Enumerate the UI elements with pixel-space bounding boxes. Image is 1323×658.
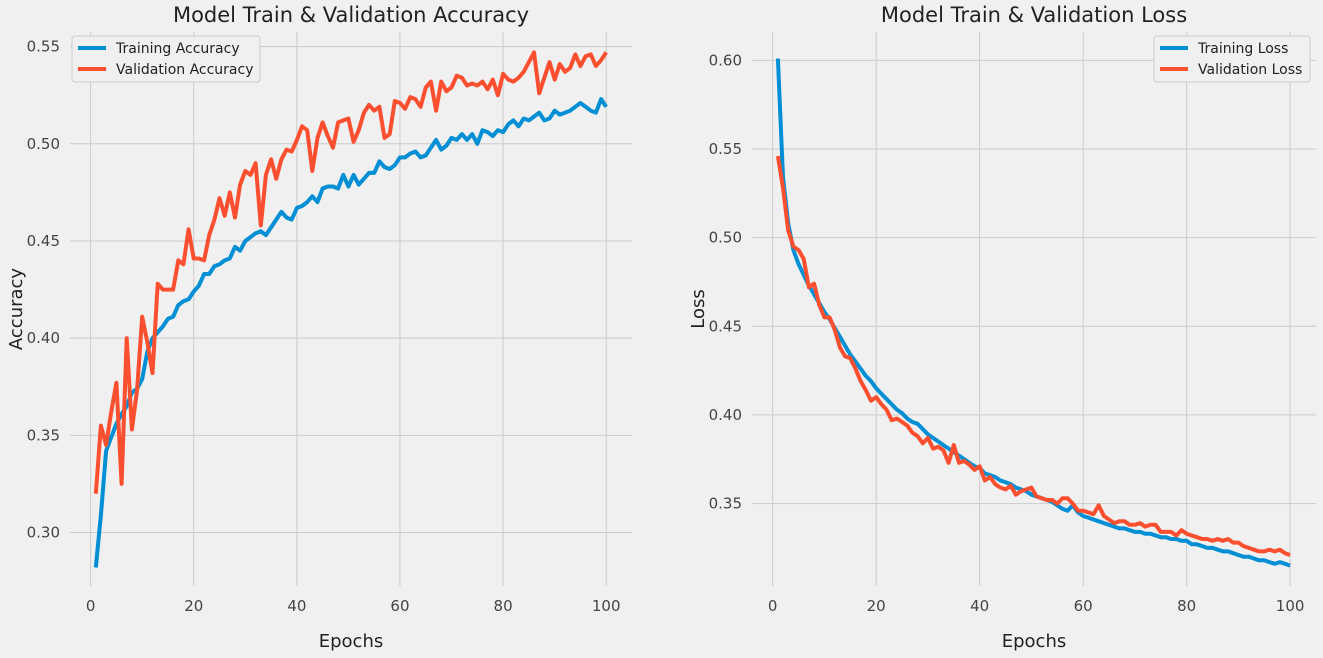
x-tick-label: 0 (768, 597, 778, 615)
y-tick-label: 0.60 (709, 51, 742, 69)
y-tick-label: 0.35 (27, 426, 60, 444)
x-tick-label: 40 (970, 597, 989, 615)
x-axis-label: Epochs (319, 631, 384, 652)
y-tick-label: 0.30 (27, 524, 60, 542)
legend: Training Loss Validation Loss (1153, 35, 1311, 83)
plot-area (752, 32, 1316, 586)
y-tick-label: 0.40 (709, 406, 742, 424)
y-tick-label: 0.55 (27, 38, 60, 56)
y-axis-label: Accuracy (6, 268, 27, 351)
y-tick-label: 0.40 (27, 329, 60, 347)
legend: Training Accuracy Validation Accuracy (71, 35, 261, 83)
x-tick-label: 80 (494, 597, 513, 615)
x-tick-label: 100 (592, 597, 621, 615)
y-tick-label: 0.45 (27, 232, 60, 250)
y-tick-label: 0.55 (709, 140, 742, 158)
legend-label: Training Accuracy (115, 41, 240, 57)
x-tick-label: 80 (1177, 597, 1196, 615)
y-tick-label: 0.50 (709, 229, 742, 247)
y-tick-label: 0.35 (709, 495, 742, 513)
x-tick-label: 0 (86, 597, 96, 615)
series-line-training-accuracy (93, 97, 608, 568)
legend-label: Training Loss (1197, 41, 1288, 57)
chart-panel-2: 0 20 40 60 80 100 0.35 0.40 0.45 0.50 0.55 0.60 Mode… (688, 3, 1316, 652)
chart-title: Model Train & Validation Loss (881, 3, 1187, 27)
y-axis-label: Loss (688, 289, 709, 328)
series-line-validation-accuracy (93, 50, 608, 494)
x-tick-label: 20 (867, 597, 886, 615)
x-tick-label: 40 (287, 597, 306, 615)
x-axis-label: Epochs (1002, 631, 1067, 652)
x-tick-label: 60 (390, 597, 409, 615)
y-tick-label: 0.50 (27, 135, 60, 153)
chart-title: Model Train & Validation Accuracy (173, 3, 529, 27)
legend-box (71, 35, 261, 83)
series-line-validation-loss (775, 155, 1291, 557)
legend-box (1153, 35, 1311, 83)
legend-label: Validation Accuracy (116, 62, 254, 78)
x-tick-label: 100 (1276, 597, 1305, 615)
chart-panel-1: 0 20 40 60 80 100 0.30 0.35 0.40 0.45 0.50 0.55 Mode… (6, 3, 632, 652)
y-tick-label: 0.45 (709, 317, 742, 335)
x-tick-label: 60 (1074, 597, 1093, 615)
legend-label: Validation Loss (1198, 62, 1302, 78)
x-tick-label: 20 (184, 597, 203, 615)
